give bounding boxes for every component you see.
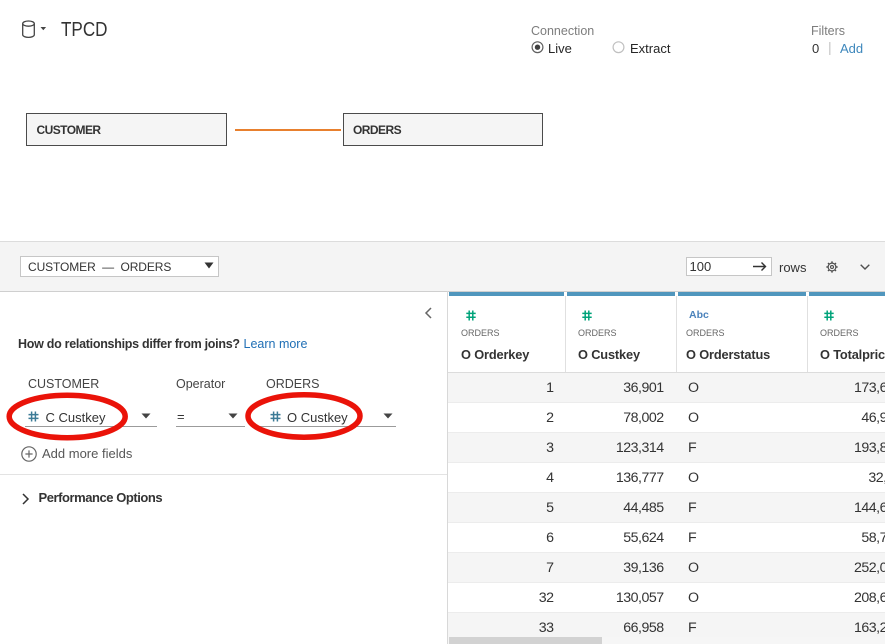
svg-text:TPCD: TPCD — [61, 19, 108, 41]
